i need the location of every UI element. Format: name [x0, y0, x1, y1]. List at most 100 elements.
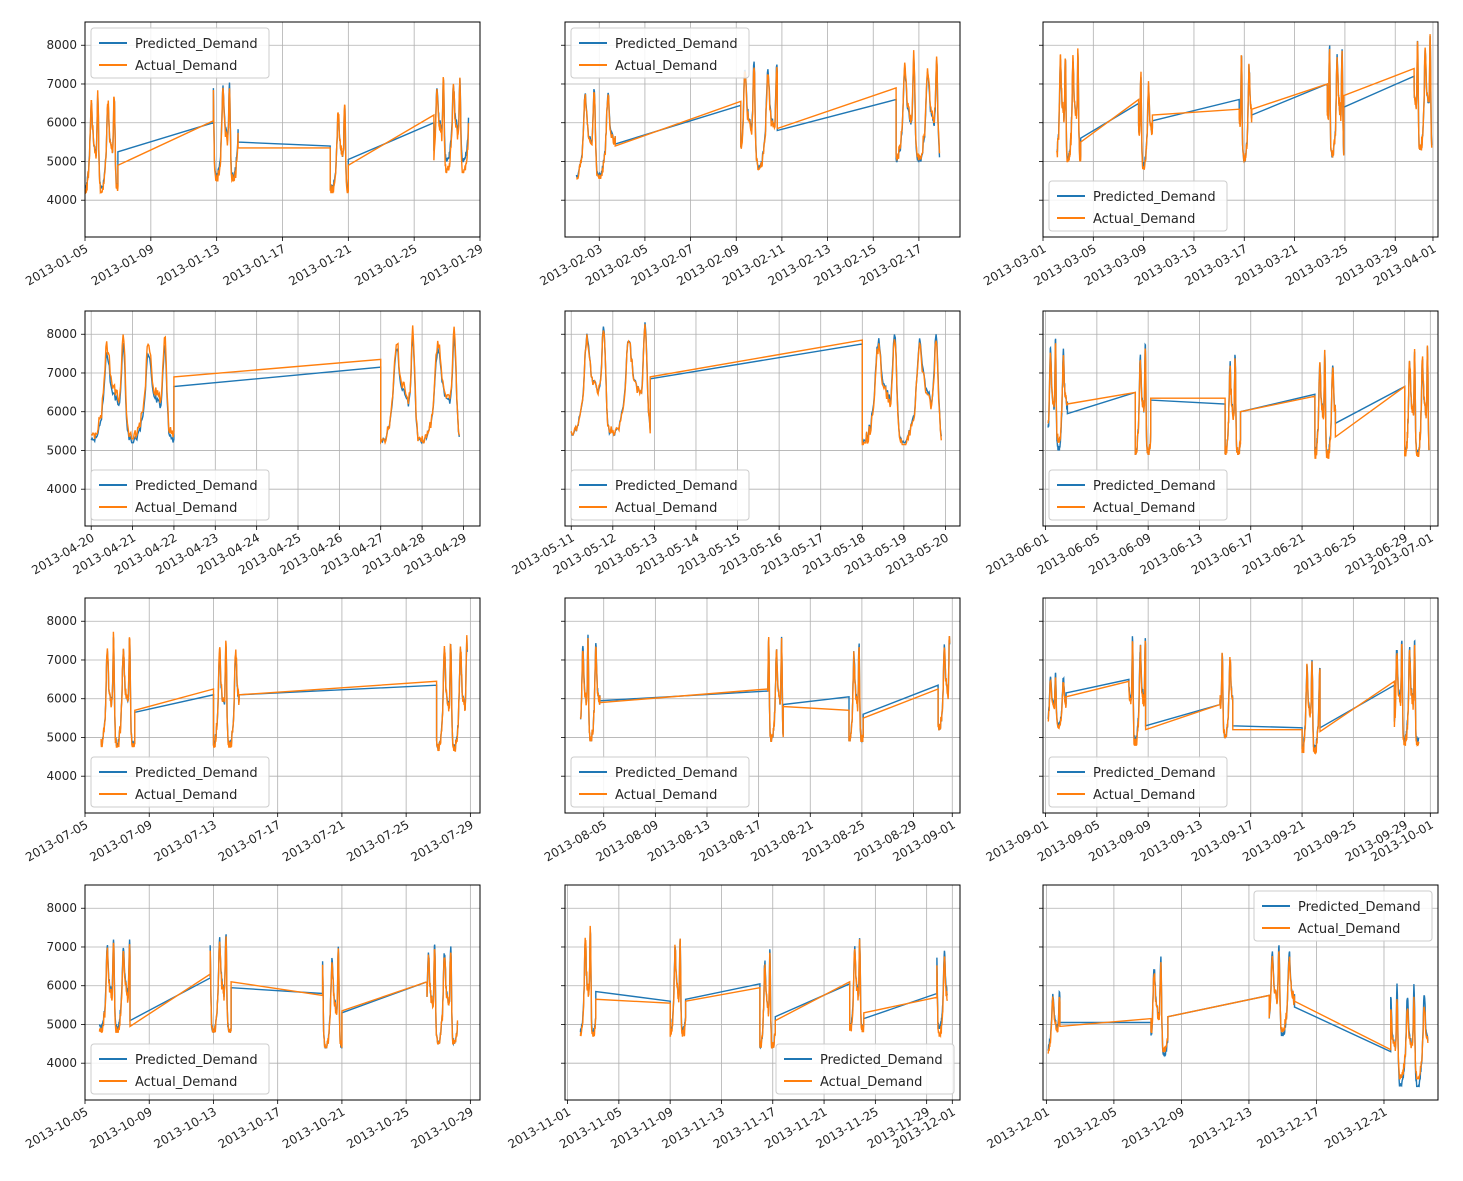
series-line-actual-demand: [90, 325, 460, 446]
legend-box: [90, 27, 270, 79]
legend-box: [1048, 756, 1228, 808]
legend-label: Actual_Demand: [1093, 501, 1195, 516]
x-tick-label: 2013-07-17: [216, 817, 283, 864]
legend: Predicted_Demand Actual_Demand: [90, 469, 270, 521]
legend-label: Actual_Demand: [1298, 922, 1400, 937]
series-line-predicted-demand: [85, 78, 470, 190]
legend: Predicted_Demand Actual_Demand: [1253, 890, 1433, 942]
subplot-7: 4000 5000 6000 7000 8000 2013-07-052013-07-09…: [23, 597, 481, 864]
x-tick-label: 2013-10-17: [216, 1104, 283, 1151]
series-line-predicted-demand: [1047, 338, 1430, 455]
x-tick-label: 2013-07-05: [23, 817, 90, 864]
x-tick-label: 2013-07-29: [408, 817, 475, 864]
y-tick-label: 7000: [46, 77, 77, 91]
subplot-11: 2013-11-012013-11-052013-11-092013-11-13…: [506, 884, 961, 1151]
legend-box: [90, 756, 270, 808]
legend-label: Predicted_Demand: [1093, 479, 1216, 494]
legend-label: Predicted_Demand: [615, 479, 738, 494]
x-tick-label: 2013-12-05: [1052, 1104, 1119, 1151]
legend: Predicted_Demand Actual_Demand: [1048, 756, 1228, 808]
x-tick-label: 2013-10-29: [408, 1104, 475, 1151]
legend: Predicted_Demand Actual_Demand: [90, 27, 270, 79]
subplot-10: 4000 5000 6000 7000 8000 2013-10-052013-10-09…: [23, 884, 481, 1151]
legend-label: Predicted_Demand: [1298, 900, 1421, 915]
legend-box: [1253, 890, 1433, 942]
series-line-actual-demand: [98, 936, 459, 1049]
legend: Predicted_Demand Actual_Demand: [570, 469, 750, 521]
series-line-predicted-demand: [579, 634, 951, 744]
series-line-actual-demand: [1056, 34, 1433, 170]
legend-box: [1048, 469, 1228, 521]
series-line-predicted-demand: [98, 934, 459, 1049]
x-tick-label: 2013-10-13: [152, 1104, 219, 1151]
x-tick-label: 2013-01-09: [89, 241, 156, 288]
legend: Predicted_Demand Actual_Demand: [1048, 469, 1228, 521]
series-line-actual-demand: [570, 324, 942, 446]
y-tick-label: 4000: [46, 193, 77, 207]
series-line-predicted-demand: [570, 322, 942, 445]
y-tick-label: 7000: [46, 940, 77, 954]
legend-label: Actual_Demand: [135, 59, 237, 74]
x-tick-label: 2013-12-21: [1322, 1104, 1389, 1151]
y-tick-label: 5000: [46, 154, 77, 168]
legend-label: Actual_Demand: [1093, 212, 1195, 227]
x-tick-label: 2013-07-09: [87, 817, 154, 864]
axes-frame: [84, 884, 481, 1101]
legend-box: [570, 27, 750, 79]
legend-box: [775, 1043, 955, 1095]
y-tick-label: 6000: [46, 979, 77, 993]
series-line-actual-demand: [579, 925, 948, 1049]
series-line-predicted-demand: [1047, 945, 1429, 1088]
subplot-2: 2013-02-032013-02-052013-02-072013-02-09…: [537, 21, 961, 288]
x-tick-label: 2013-07-21: [280, 817, 347, 864]
y-tick-label: 7000: [46, 653, 77, 667]
subplot-8: 2013-08-052013-08-092013-08-132013-08-17…: [542, 597, 961, 864]
axes-frame: [564, 310, 961, 527]
axes-frame: [84, 21, 481, 238]
axes-frame: [564, 21, 961, 238]
series-line-actual-demand: [1047, 950, 1429, 1080]
legend: Predicted_Demand Actual_Demand: [90, 1043, 270, 1095]
legend-label: Predicted_Demand: [135, 766, 258, 781]
axes-frame: [1042, 21, 1439, 238]
subplot-6: 2013-06-012013-06-052013-06-092013-06-13…: [984, 310, 1439, 577]
series-line-actual-demand: [1047, 343, 1430, 459]
x-tick-label: 2013-01-25: [352, 241, 419, 288]
legend-label: Predicted_Demand: [615, 766, 738, 781]
x-tick-label: 2013-01-05: [23, 241, 90, 288]
legend-label: Actual_Demand: [615, 59, 717, 74]
legend-label: Actual_Demand: [615, 501, 717, 516]
legend-label: Actual_Demand: [135, 1075, 237, 1090]
legend-box: [90, 469, 270, 521]
legend: Predicted_Demand Actual_Demand: [1048, 180, 1228, 232]
axes-frame: [564, 597, 961, 814]
legend-label: Predicted_Demand: [1093, 766, 1216, 781]
x-tick-label: 2013-10-25: [344, 1104, 411, 1151]
legend-box: [570, 469, 750, 521]
legend-label: Predicted_Demand: [135, 1053, 258, 1068]
x-tick-label: 2013-01-21: [286, 241, 353, 288]
y-tick-label: 6000: [46, 116, 77, 130]
legend-box: [570, 756, 750, 808]
subplot-5: 2013-05-112013-05-122013-05-132013-05-14…: [509, 310, 961, 577]
legend: Predicted_Demand Actual_Demand: [570, 27, 750, 79]
axes-frame: [1042, 310, 1439, 527]
legend-label: Actual_Demand: [135, 501, 237, 516]
series-line-predicted-demand: [100, 637, 468, 750]
y-tick-label: 5000: [46, 730, 77, 744]
legend-label: Actual_Demand: [615, 788, 717, 803]
legend: Predicted_Demand Actual_Demand: [775, 1043, 955, 1095]
y-tick-label: 5000: [46, 443, 77, 457]
legend: Predicted_Demand Actual_Demand: [90, 756, 270, 808]
x-tick-label: 2013-10-21: [280, 1104, 347, 1151]
y-tick-label: 8000: [46, 327, 77, 341]
subplot-1: 4000 5000 6000 7000 8000 2013-01-052013-01-09…: [23, 21, 486, 288]
series-line-actual-demand: [579, 635, 951, 743]
x-tick-label: 2013-10-09: [87, 1104, 154, 1151]
axes-frame: [564, 884, 961, 1101]
series-line-actual-demand: [85, 76, 470, 195]
legend-label: Predicted_Demand: [1093, 190, 1216, 205]
y-tick-label: 6000: [46, 405, 77, 419]
legend-label: Predicted_Demand: [135, 479, 258, 494]
